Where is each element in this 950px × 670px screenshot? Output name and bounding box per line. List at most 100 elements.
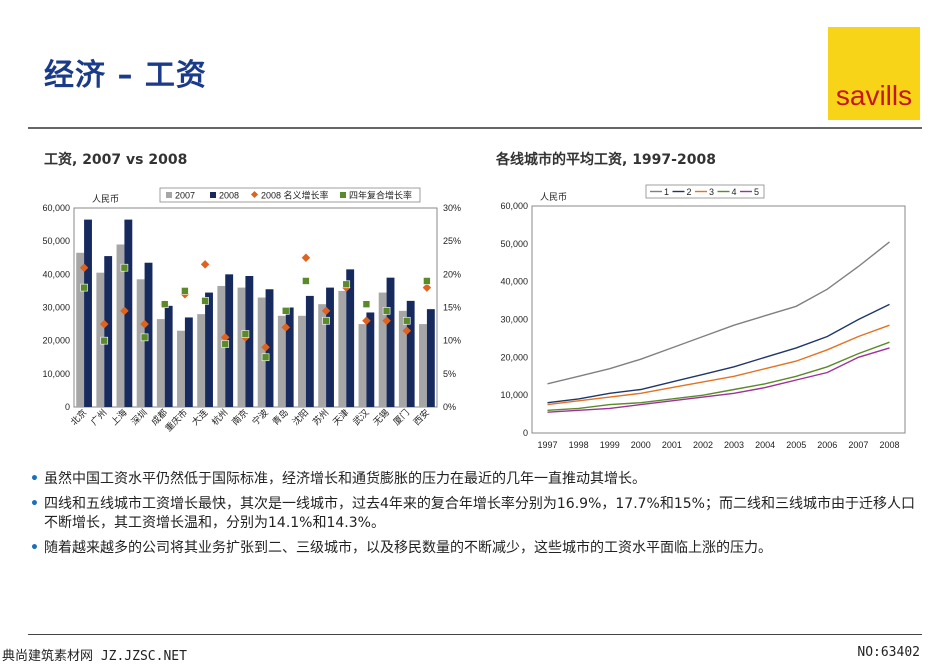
y-tick-label: 50,000	[42, 236, 70, 246]
bullet-dot: •	[30, 471, 39, 487]
legend-label: 2008 名义增长率	[261, 190, 329, 201]
bullet-text: 随着越来越多的公司将其业务扩张到二、三级城市，以及移民数量的不断减少，这些城市的…	[44, 540, 772, 556]
x-tick-label: 宁波	[249, 407, 270, 428]
y2-tick-label: 10%	[443, 336, 461, 346]
x-tick-label: 广州	[88, 407, 109, 428]
cagr-marker	[281, 307, 290, 315]
bar-2007	[96, 272, 105, 407]
bar-2008	[164, 305, 173, 407]
bar-2008	[326, 287, 334, 407]
y-tick-label: 20,000	[500, 352, 528, 362]
cagr-marker	[181, 287, 189, 295]
nominal-growth-marker	[422, 283, 432, 292]
x-tick-label: 2001	[662, 440, 682, 450]
cagr-marker	[261, 353, 270, 362]
right-chart-title: 各线城市的平均工资, 1997-2008	[496, 152, 716, 168]
bullet-text: 虽然中国工资水平仍然低于国际标准，经济增长和通货膨胀的压力在最近的几年一直推动其…	[44, 471, 646, 487]
x-tick-label: 苏州	[310, 407, 331, 428]
x-tick-label: 西安	[411, 407, 432, 428]
y2-tick-label: 20%	[443, 269, 461, 279]
x-tick-label: 沈阳	[290, 407, 311, 428]
bar-2008	[426, 309, 435, 407]
bar-2007	[177, 330, 185, 407]
cagr-marker	[302, 277, 310, 285]
x-tick-label: 2006	[817, 440, 837, 450]
x-tick-label: 北京	[68, 407, 89, 428]
bar-2008	[386, 277, 395, 407]
legend-label: 4	[732, 187, 737, 197]
y-tick-label: 60,000	[500, 201, 528, 211]
bullet-text: 四线和五线城市工资增长最快，其次是一线城市，过去4年来的复合年增长率分别为16.…	[44, 496, 915, 531]
bar-2008	[285, 307, 294, 407]
bar-2008	[144, 262, 153, 407]
plot-frame	[73, 207, 438, 408]
y-tick-label: 0	[523, 428, 528, 438]
y-tick-label: 10,000	[42, 369, 70, 379]
tier-wage-line-chart: 0 10,000 20,000 30,000 40,000 50,000 60,000 人民币…	[500, 184, 906, 450]
bar-2007	[318, 304, 327, 407]
bar-2007	[277, 315, 286, 407]
y2-tick-label: 15%	[443, 303, 461, 313]
bar-2007	[378, 292, 387, 407]
x-tick-label: 大连	[189, 407, 210, 428]
cagr-marker	[423, 277, 431, 285]
y-axis-label: 人民币	[540, 192, 567, 202]
x-tick-label: 1997	[538, 440, 558, 450]
bullet-dot: •	[30, 540, 39, 556]
y2-tick-label: 30%	[443, 203, 461, 213]
bar-2008	[366, 312, 375, 407]
x-tick-label: 深圳	[129, 407, 149, 427]
y-axis-label: 人民币	[92, 194, 119, 204]
x-tick-label: 1998	[569, 440, 589, 450]
nominal-growth-marker	[382, 316, 391, 326]
nominal-growth-marker	[221, 333, 230, 342]
bar-2007	[257, 297, 266, 407]
y2-tick-label: 25%	[443, 236, 461, 246]
legend-label: 1	[664, 187, 669, 197]
bullet-item: • 虽然中国工资水平仍然低于国际标准，经济增长和通货膨胀的压力在最近的几年一直推动…	[28, 470, 918, 489]
legend-label: 2	[687, 187, 692, 197]
left-chart-title: 工资, 2007 vs 2008	[44, 152, 188, 168]
bar-2007	[156, 319, 165, 407]
legend-label: 2008	[219, 191, 239, 201]
bar-2007	[217, 285, 226, 407]
logo-text: savills	[835, 80, 913, 111]
y-tick-label: 60,000	[42, 203, 70, 213]
bar-2008	[225, 274, 234, 407]
x-tick-label: 青岛	[270, 407, 291, 428]
bar-2007	[237, 287, 246, 407]
bar-2007	[338, 290, 347, 407]
x-tick-label: 天津	[331, 407, 351, 427]
plot-frame	[531, 205, 906, 434]
y-tick-label: 50,000	[500, 239, 528, 249]
savills-logo: savills	[828, 27, 920, 120]
x-tick-label: 厦门	[391, 407, 412, 428]
series-line-5	[547, 347, 890, 413]
x-tick-label: 2003	[724, 440, 744, 450]
bullet-dot: •	[30, 496, 39, 512]
cagr-marker	[342, 280, 351, 289]
x-tick-label: 上海	[108, 407, 129, 428]
cagr-marker	[160, 300, 169, 308]
nominal-growth-marker	[200, 260, 210, 269]
series-line-3	[547, 324, 890, 406]
y-tick-label: 10,000	[500, 390, 528, 400]
x-tick-label: 无锡	[371, 407, 391, 427]
legend-swatch	[166, 192, 172, 198]
nominal-growth-marker	[321, 306, 331, 316]
legend-swatch	[250, 190, 259, 199]
nominal-growth-marker	[140, 319, 149, 329]
nominal-growth-marker	[100, 319, 109, 329]
nominal-growth-marker	[402, 326, 411, 335]
page-title: 经济 – 工资	[44, 58, 207, 93]
legend-swatch	[340, 192, 346, 198]
y-tick-label: 20,000	[42, 336, 70, 346]
top-divider	[28, 127, 922, 129]
legend-label: 四年复合增长率	[349, 190, 412, 201]
bar-2008	[245, 275, 254, 407]
cagr-marker	[201, 297, 209, 305]
x-tick-label: 杭州	[209, 407, 230, 428]
bar-2008	[84, 219, 92, 407]
cagr-marker	[120, 263, 129, 272]
bottom-divider	[28, 634, 922, 635]
